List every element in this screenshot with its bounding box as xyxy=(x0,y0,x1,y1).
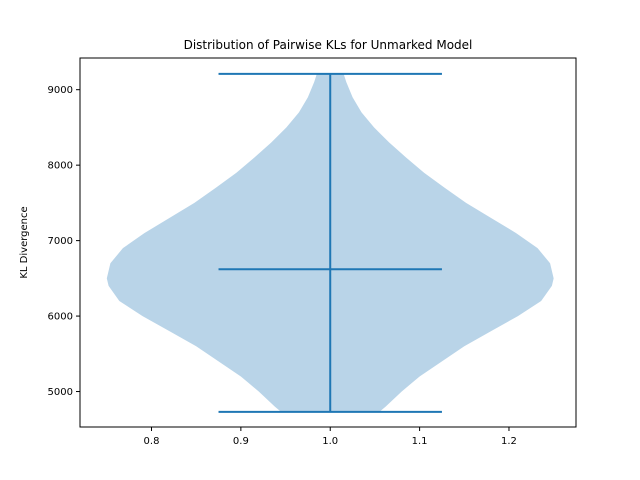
x-tick-label: 1.2 xyxy=(501,436,517,447)
y-tick-label: 5000 xyxy=(48,387,73,398)
y-tick-label: 7000 xyxy=(48,236,73,247)
y-tick-label: 6000 xyxy=(48,312,73,323)
plot-area xyxy=(106,72,554,413)
chart-title: Distribution of Pairwise KLs for Unmarke… xyxy=(184,38,473,52)
y-tick-label: 8000 xyxy=(48,161,73,172)
y-axis: 5000 6000 7000 8000 9000 xyxy=(48,85,80,398)
y-axis-label: KL Divergence xyxy=(19,206,30,278)
plot-frame xyxy=(79,57,577,428)
x-tick-label: 0.8 xyxy=(144,436,160,447)
y-tick-label: 9000 xyxy=(48,85,73,96)
x-tick-label: 1.1 xyxy=(412,436,428,447)
x-axis: 0.8 0.9 1.0 1.1 1.2 xyxy=(144,427,517,447)
x-tick-label: 0.9 xyxy=(233,436,249,447)
x-tick-label: 1.0 xyxy=(322,436,338,447)
